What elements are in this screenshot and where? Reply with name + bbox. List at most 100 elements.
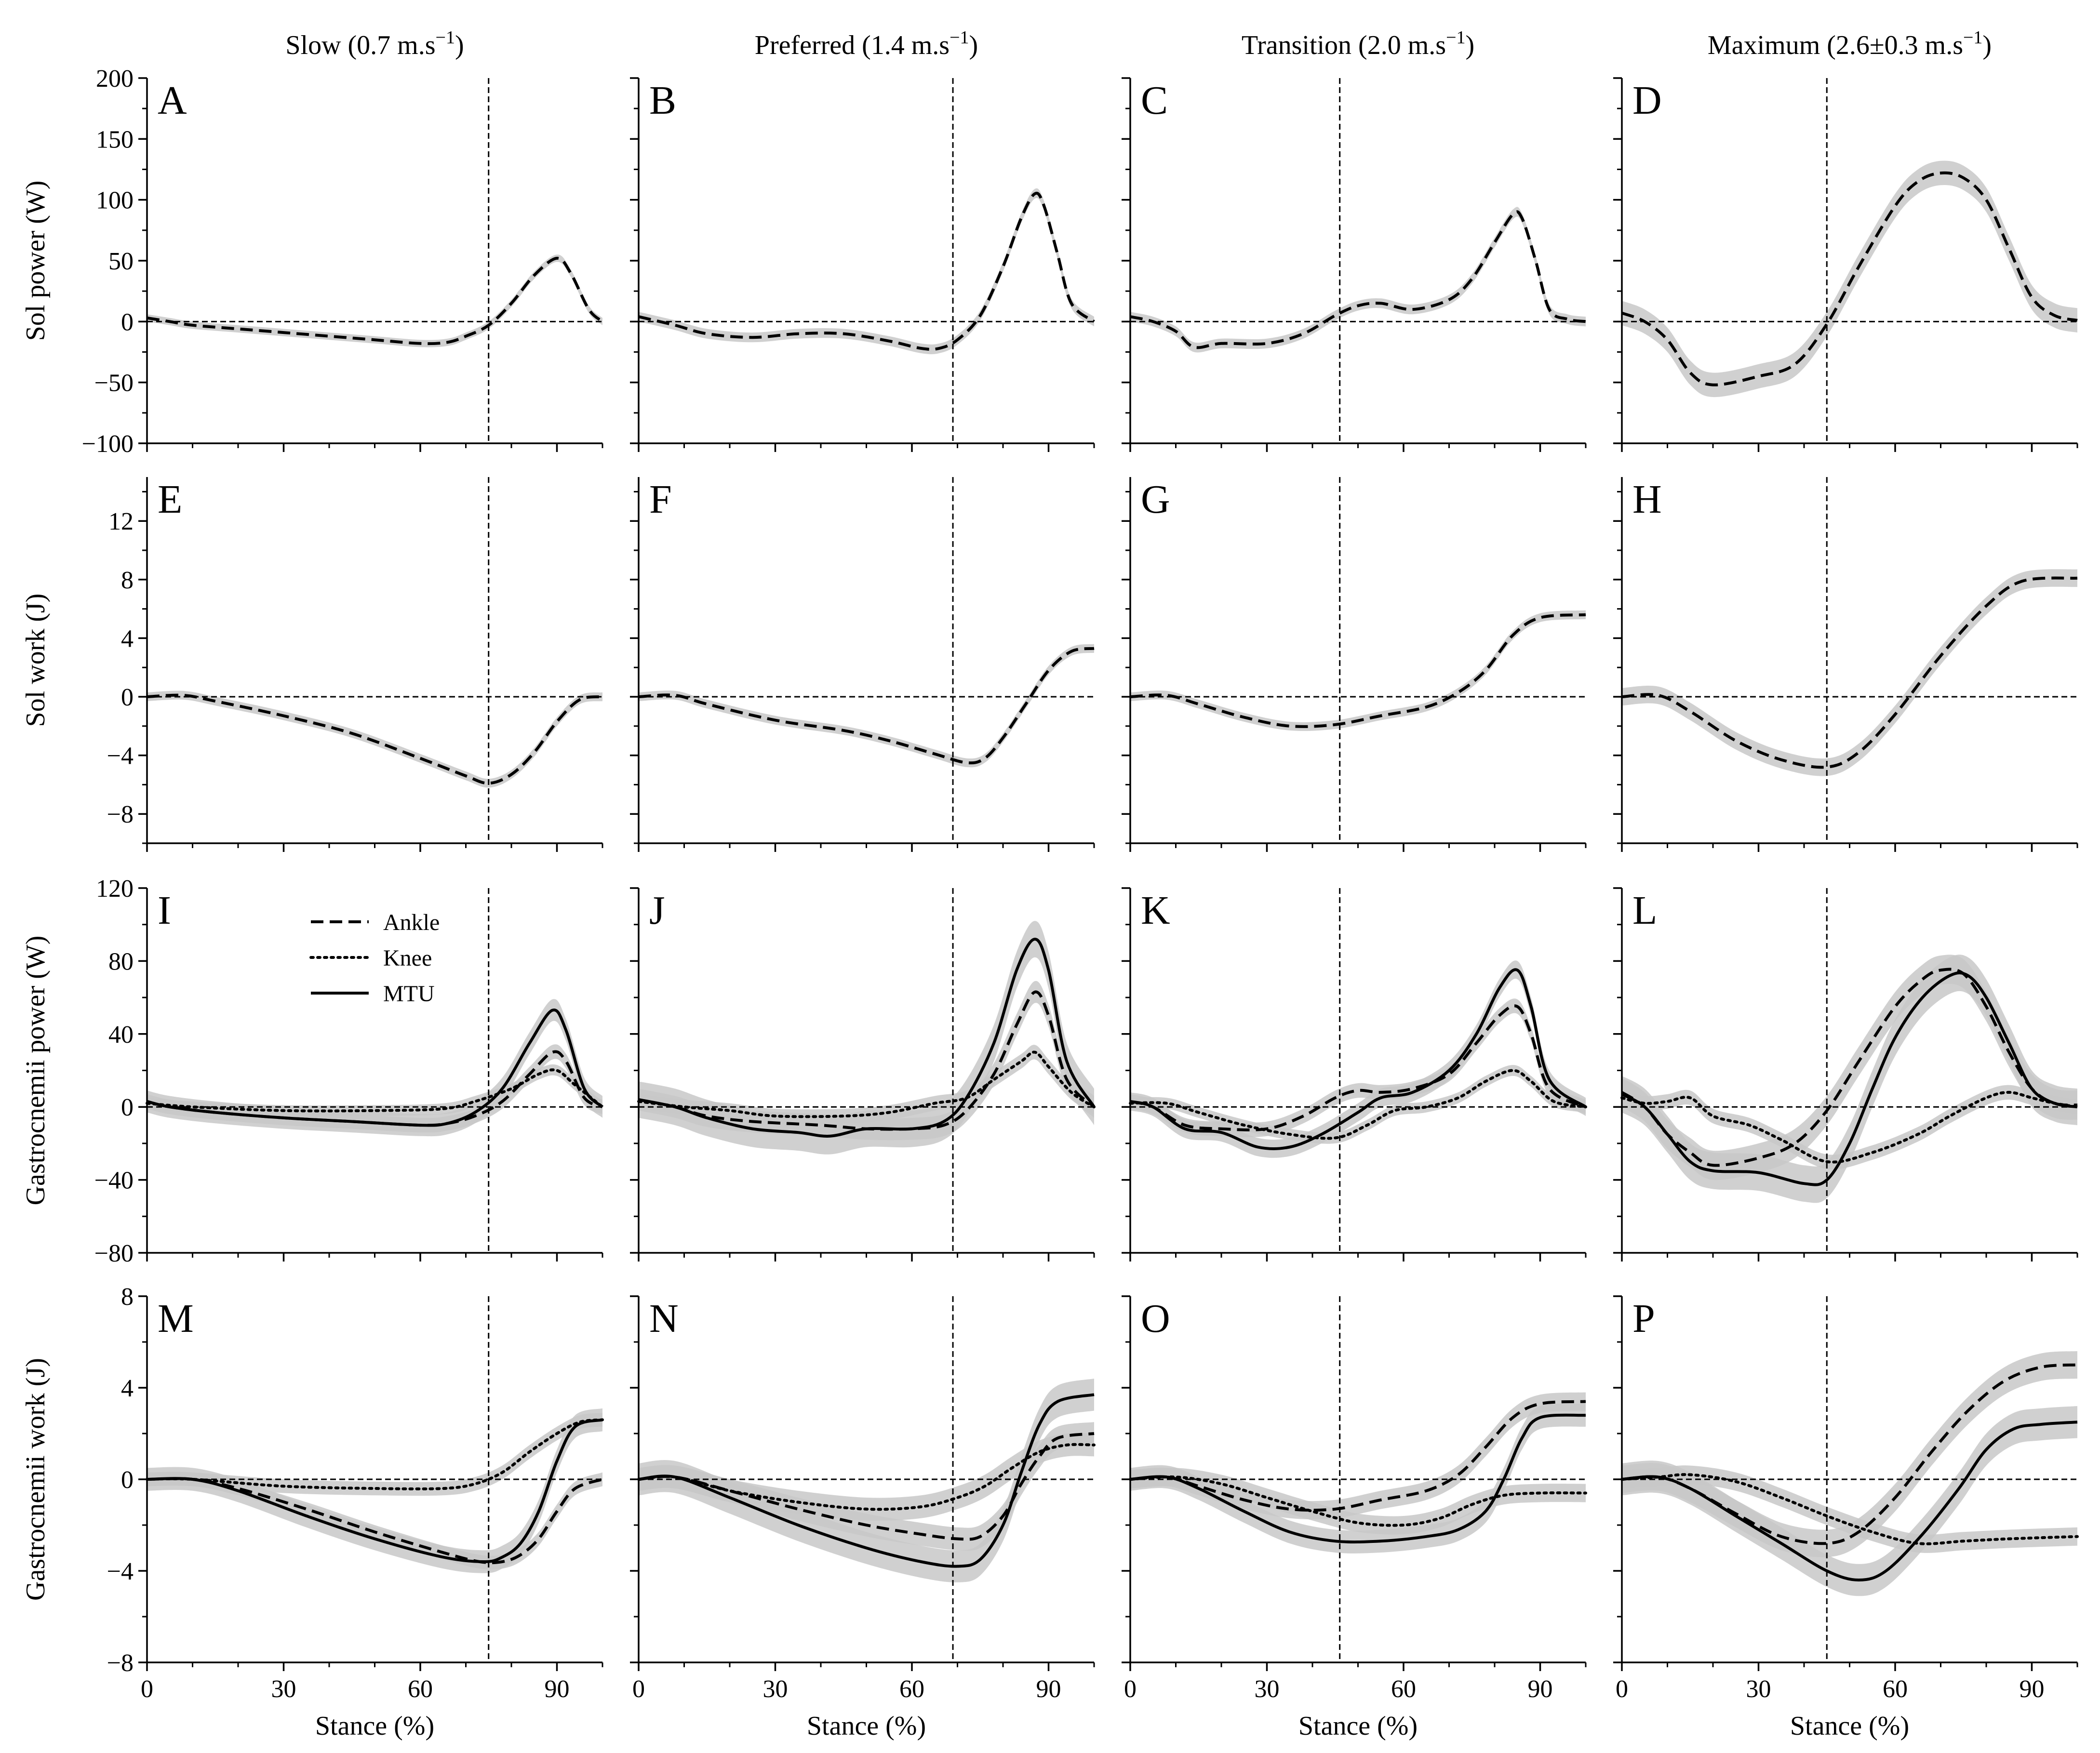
series-mtu <box>1130 968 1587 1151</box>
band-ankle <box>147 691 602 788</box>
series-ankle <box>1130 210 1586 349</box>
x-tick-label: 0 <box>1616 1675 1628 1703</box>
x-tick-label: 0 <box>141 1675 153 1703</box>
panel-M: −8 −4 0 4 8 0 30 60 90 Stance (%) M <box>107 1283 604 1741</box>
panel-L: L <box>1613 887 2079 1262</box>
panel-D: D <box>1613 77 2078 452</box>
panel-letter: L <box>1632 888 1657 933</box>
panel-letter: G <box>1141 477 1170 522</box>
panel-letter: A <box>158 78 187 123</box>
row-ylabel-1: Sol work (J) <box>21 594 51 727</box>
y-tick-label: −80 <box>94 1240 134 1267</box>
series-ankle <box>147 693 603 785</box>
legend-label-mtu: MTU <box>383 981 435 1007</box>
series-ankle <box>1621 576 2078 769</box>
x-tick-label: 90 <box>545 1675 570 1703</box>
column-title-1: Preferred (1.4 m.s−1) <box>755 27 978 60</box>
panel-letter: B <box>649 78 676 123</box>
column-title-text: Maximum (2.6±0.3 m.s <box>1708 30 1963 60</box>
series-knee <box>1620 1473 2079 1545</box>
y-tick-label: 12 <box>108 508 134 535</box>
row-ylabel-3: Gastrocnemii work (J) <box>21 1358 51 1601</box>
panel-A: −100 −50 0 50 100 150 200 A <box>82 65 603 458</box>
band-mtu <box>1130 960 1586 1158</box>
y-tick-label: −8 <box>107 1649 134 1677</box>
panel-letter: F <box>649 477 672 522</box>
x-tick-label: 30 <box>1255 1675 1280 1703</box>
series-ankle <box>638 192 1095 351</box>
panel-letter: K <box>1141 888 1170 933</box>
x-axis-label: Stance (%) <box>1790 1711 1909 1741</box>
series-ankle <box>1130 1400 1586 1512</box>
panel-E: −8 −4 0 4 8 12 E <box>107 477 603 852</box>
panel-letter: D <box>1632 78 1662 123</box>
y-tick-label: −40 <box>94 1167 134 1195</box>
band-ankle <box>1622 160 2077 398</box>
series-ankle <box>147 1477 603 1565</box>
x-tick-label: 30 <box>1746 1675 1771 1703</box>
panel-C: C <box>1122 77 1587 452</box>
y-tick-label: 4 <box>121 1375 134 1402</box>
series-mtu <box>638 1393 1095 1568</box>
panel-B: B <box>630 77 1095 452</box>
band-mtu <box>639 1379 1094 1582</box>
x-tick-label: 0 <box>632 1675 645 1703</box>
panel-letter: J <box>649 888 665 933</box>
panel-H: H <box>1613 477 2078 852</box>
panel-letter: O <box>1141 1296 1170 1341</box>
series-mtu <box>147 1009 604 1127</box>
x-tick-label: 90 <box>1528 1675 1553 1703</box>
series-ankle <box>1130 613 1586 728</box>
row-ylabel-0: Sol power (W) <box>21 181 51 341</box>
column-title-2: Transition (2.0 m.s−1) <box>1242 27 1474 60</box>
series-ankle <box>1621 171 2078 386</box>
band-ankle <box>1622 955 2077 1180</box>
x-tick-label: 0 <box>1124 1675 1137 1703</box>
column-title-superscript: −1 <box>436 27 455 48</box>
x-tick-label: 90 <box>1036 1675 1061 1703</box>
band-knee <box>1130 1468 1586 1535</box>
column-title-text: Transition (2.0 m.s <box>1242 30 1446 60</box>
column-title-text: Slow (0.7 m.s <box>285 30 435 60</box>
y-tick-label: 0 <box>121 308 134 336</box>
y-tick-label: 8 <box>121 567 134 594</box>
panel-N: 0 30 60 90 Stance (%) N <box>630 1295 1096 1741</box>
panel-letter: M <box>158 1296 194 1341</box>
band-ankle <box>1130 1392 1586 1520</box>
series-knee <box>146 1068 604 1113</box>
y-tick-label: 8 <box>121 1283 134 1311</box>
x-tick-label: 30 <box>271 1675 296 1703</box>
x-tick-label: 60 <box>899 1675 924 1703</box>
panel-letter: N <box>649 1296 679 1341</box>
y-tick-label: 4 <box>121 625 134 652</box>
series-knee <box>1620 1090 2079 1164</box>
band-ankle <box>639 644 1094 768</box>
legend: Ankle Knee MTU <box>309 910 440 1007</box>
panel-K: K <box>1122 887 1587 1262</box>
band-knee <box>1622 1465 2077 1553</box>
y-tick-label: 0 <box>121 684 134 711</box>
panel-J: J <box>630 887 1096 1262</box>
column-title-superscript: −1 <box>1446 27 1465 48</box>
legend-label-ankle: Ankle <box>383 910 440 935</box>
series-mtu <box>638 937 1096 1138</box>
panel-letter: C <box>1141 78 1168 123</box>
band-ankle <box>1622 569 2077 776</box>
series-knee <box>1129 1069 1587 1140</box>
series-knee <box>146 1418 604 1490</box>
series-ankle <box>1621 968 2078 1167</box>
y-tick-label: 50 <box>108 248 134 275</box>
x-tick-label: 60 <box>1391 1675 1416 1703</box>
x-tick-label: 90 <box>2020 1675 2045 1703</box>
series-ankle <box>638 1432 1095 1541</box>
column-title-text: Preferred (1.4 m.s <box>755 30 950 60</box>
y-tick-label: 0 <box>121 1466 134 1494</box>
y-tick-label: 80 <box>108 948 134 975</box>
band-mtu <box>1130 1403 1586 1554</box>
column-title-end: ) <box>969 30 978 60</box>
panel-P: 0 30 60 90 Stance (%) P <box>1613 1295 2079 1741</box>
series-ankle <box>638 647 1095 765</box>
y-tick-label: 200 <box>96 65 134 93</box>
x-tick-label: 30 <box>763 1675 788 1703</box>
series-knee <box>637 1443 1096 1511</box>
